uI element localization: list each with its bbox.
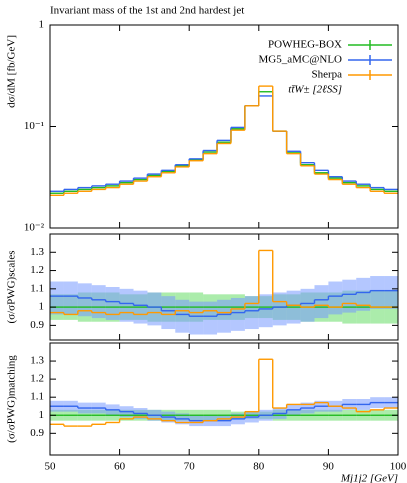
x-tick-label: 100: [390, 461, 407, 473]
uncertainty-band: [161, 296, 176, 330]
y-tick-label: 1.1: [30, 282, 44, 294]
uncertainty-band: [328, 281, 343, 315]
y-tick-label: 1: [39, 19, 45, 31]
y-tick-label: 10⁻²: [24, 222, 45, 234]
y-tick-label: 0.9: [30, 319, 44, 331]
plot-area: [50, 85, 398, 196]
uncertainty-band: [230, 297, 245, 331]
uncertainty-band: [203, 301, 218, 335]
uncertainty-band: [342, 279, 357, 313]
y-tick-label: 0.9: [30, 427, 44, 439]
uncertainty-band: [356, 277, 371, 311]
uncertainty-band: [189, 301, 204, 335]
uncertainty-band: [91, 285, 106, 319]
x-tick-label: 60: [114, 461, 126, 473]
uncertainty-band: [272, 292, 287, 326]
x-tick-label: 80: [253, 461, 265, 473]
chart-title: Invariant mass of the 1st and 2nd hardes…: [50, 5, 244, 17]
frame: [49, 342, 399, 456]
legend-label: MG5_aMC@NLO: [259, 54, 343, 66]
y-tick-label: 1.1: [30, 391, 44, 403]
y-axis-label: dσ/dM [fb/GeV]: [6, 35, 18, 108]
uncertainty-band: [105, 287, 120, 320]
uncertainty-band: [77, 283, 92, 317]
x-tick-label: 90: [323, 461, 335, 473]
legend-label: Sherpa: [311, 69, 342, 81]
y-tick-label: 1: [39, 301, 45, 313]
y-tick-label: 1.2: [30, 264, 44, 276]
uncertainty-band: [119, 288, 134, 322]
y-tick-label: 1.3: [30, 355, 44, 367]
uncertainty-band: [244, 296, 259, 330]
uncertainty-band: [370, 276, 385, 309]
plot-area: [50, 358, 398, 427]
uncertainty-band: [147, 292, 162, 326]
uncertainty-band: [63, 281, 78, 315]
uncertainty-band: [175, 299, 190, 333]
y-tick-label: 1: [39, 409, 45, 421]
y-tick-label: 1.2: [30, 373, 44, 385]
uncertainty-band: [217, 299, 231, 333]
annotation: tt̄W± [2ℓSS]: [288, 84, 342, 96]
y-tick-label: 1.3: [30, 246, 44, 258]
uncertainty-band: [258, 294, 273, 328]
uncertainty-band: [300, 288, 315, 322]
y-tick-label: 10⁻¹: [24, 120, 44, 132]
frame: [49, 24, 399, 229]
x-tick-label: 70: [184, 461, 196, 473]
uncertainty-band: [50, 281, 64, 315]
x-axis-label: Mj1j2 [GeV]: [340, 473, 398, 483]
plot-area: [50, 249, 398, 335]
frame: [49, 233, 399, 341]
legend-label: POWHEG-BOX: [268, 39, 342, 51]
x-tick-label: 50: [45, 461, 57, 473]
uncertainty-band: [314, 285, 329, 319]
y-axis-label: (σ/σPWG)matching: [6, 355, 18, 443]
y-axis-label: (σ/σPWG)scales: [6, 251, 18, 324]
uncertainty-band: [384, 276, 398, 309]
